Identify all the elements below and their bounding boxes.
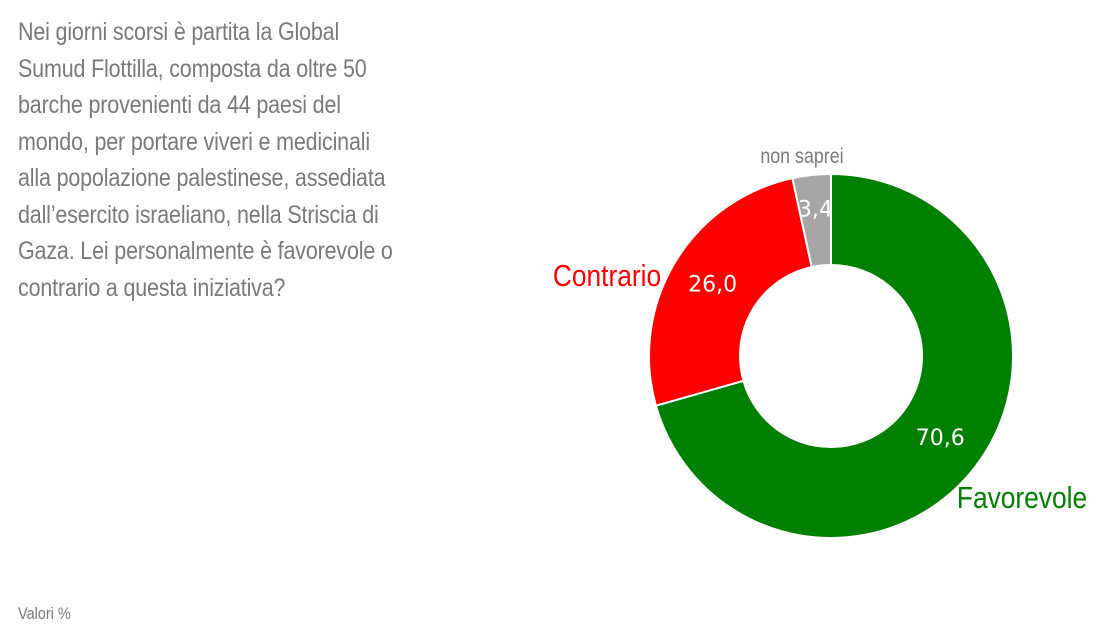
donut-value-labels: 70,6 26,0 3,4	[688, 197, 965, 451]
question-text: Nei giorni scorsi è partita la Global Su…	[18, 18, 393, 302]
donut-slice-favorevole	[654, 172, 1014, 539]
donut-slice-contrario	[648, 176, 813, 407]
donut-category-label: Contrario	[553, 259, 661, 293]
donut-value-label: 70,6	[916, 426, 965, 451]
donut-value-label: 3,4	[798, 197, 833, 222]
donut-category-label: Favorevole	[957, 481, 1087, 515]
donut-value-label: 26,0	[688, 273, 737, 298]
donut-category-labels: Favorevole Contrario non saprei	[553, 145, 1087, 516]
donut-slice-non-saprei	[791, 172, 832, 269]
footnote: Valori %	[18, 604, 71, 623]
donut-slices	[648, 172, 1014, 539]
donut-category-label: non saprei	[760, 145, 843, 169]
